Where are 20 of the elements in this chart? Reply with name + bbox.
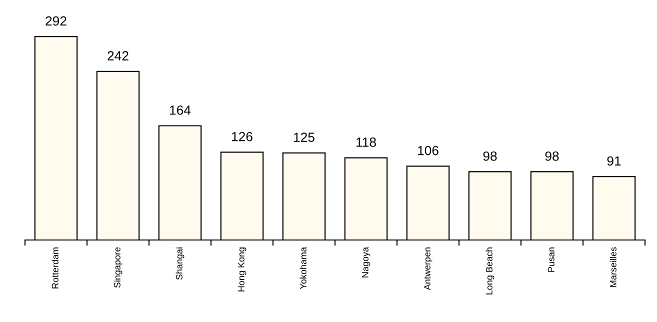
data-label: 242	[108, 51, 128, 60]
data-label: 292	[46, 16, 66, 26]
data-label: 91	[607, 156, 621, 166]
x-tick-label: Marseilles	[610, 247, 616, 287]
data-label: 98	[545, 151, 559, 161]
data-label: 106	[418, 146, 438, 156]
x-tick-label: Shangai	[176, 248, 184, 280]
data-label: 164	[170, 105, 191, 115]
data-label: 125	[294, 132, 314, 142]
x-tick-label: Antwerpen	[424, 248, 432, 290]
data-label: 98	[483, 151, 497, 161]
x-tick-label: Rotterdam	[52, 248, 58, 288]
x-tick-label: Hong Kong	[238, 248, 246, 292]
data-label: 118	[356, 138, 376, 147]
data-label: 126	[232, 132, 252, 142]
x-tick-label: Pusan	[548, 248, 554, 272]
x-tick-label: Yokohama	[300, 246, 306, 290]
x-tick-label: Nagoya	[362, 246, 370, 278]
x-tick-label: Long Beach	[486, 248, 494, 294]
x-tick-label: Singapore	[114, 247, 122, 288]
